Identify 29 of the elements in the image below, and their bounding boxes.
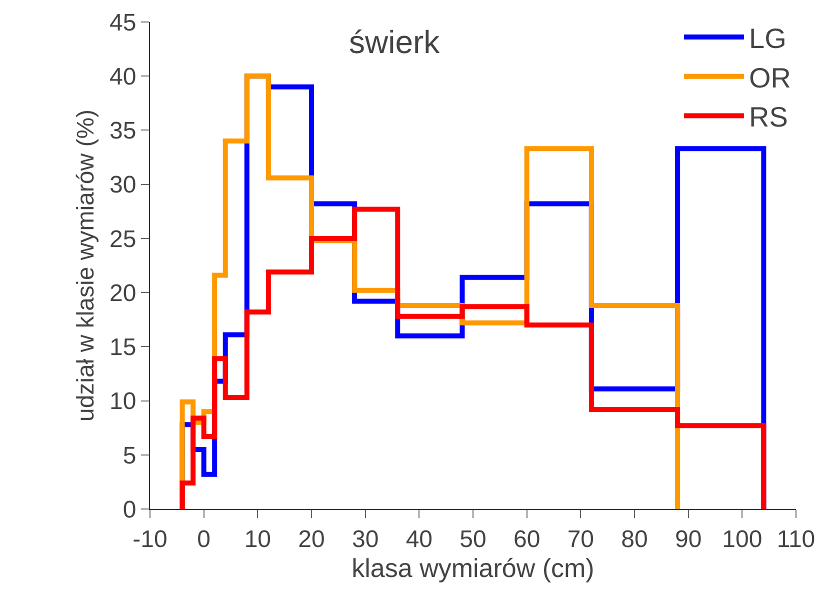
x-tick-label: 60 — [513, 526, 540, 553]
x-axis-title: klasa wymiarów (cm) — [352, 552, 594, 583]
x-tick-label: 80 — [621, 526, 648, 553]
y-tick-label: 25 — [109, 226, 136, 253]
y-tick-label: 0 — [122, 496, 136, 524]
x-tick-label: 110 — [776, 526, 816, 553]
y-tick-label: 20 — [109, 280, 136, 307]
x-tick-label: 70 — [567, 526, 594, 553]
y-tick-label: 10 — [109, 388, 136, 416]
x-tick-label: 30 — [352, 526, 379, 553]
y-tick-label: 45 — [109, 9, 136, 36]
x-tick-label: 50 — [460, 526, 486, 553]
x-tick-label: 90 — [674, 526, 702, 553]
x-tick-label: 0 — [197, 526, 211, 553]
y-tick-label: 15 — [109, 334, 136, 362]
y-tick-label: 35 — [109, 118, 136, 145]
y-tick-label: 30 — [109, 172, 136, 199]
x-tick-label: 40 — [406, 526, 433, 553]
x-tick-label: 100 — [722, 526, 762, 553]
chart-title: świerk — [349, 24, 441, 60]
legend-label: RS — [749, 102, 788, 133]
y-axis-title: udział w klasie wymiarów (%) — [72, 109, 100, 422]
y-tick-label: 5 — [122, 442, 136, 470]
x-tick-label: 20 — [298, 526, 325, 553]
y-tick-label: 40 — [109, 64, 136, 91]
x-tick-label: 10 — [244, 526, 272, 553]
legend-label: LG — [749, 22, 786, 54]
legend-label: OR — [749, 62, 791, 94]
x-tick-label: -10 — [132, 526, 168, 553]
